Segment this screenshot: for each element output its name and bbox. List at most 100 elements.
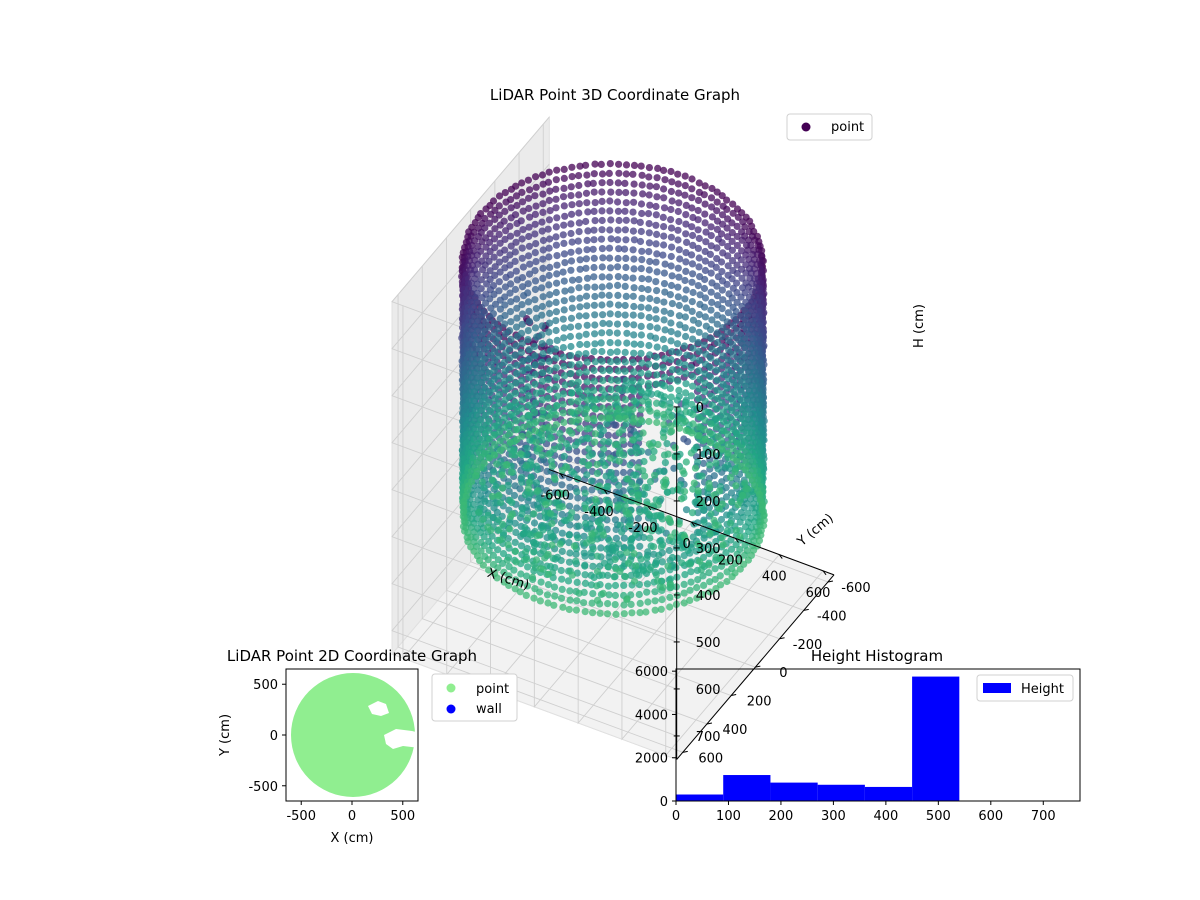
scatter3d-point: [568, 201, 576, 209]
scatter3d-point: [738, 415, 747, 423]
scatter3d-point: [485, 546, 493, 555]
scatter3d-point: [673, 340, 682, 348]
scatter3d-point: [629, 405, 637, 413]
scatter3d-point: [539, 246, 547, 254]
scatter3d-point: [629, 377, 637, 385]
scatter3d-point: [637, 340, 645, 348]
scatter3d-point: [699, 572, 707, 580]
scatter3d-point: [481, 224, 489, 232]
scatter3d-point: [565, 531, 573, 539]
scatter3d-point: [668, 553, 677, 562]
scatter3d-point: [629, 386, 637, 394]
scatter3d-point: [525, 478, 533, 487]
scatter3d-point: [681, 571, 689, 579]
scatter3d-point: [614, 207, 623, 215]
scatter3d-axes: -600-400-2000200400600-600-400-200020040…: [540, 401, 870, 766]
scatter3d-point: [538, 415, 546, 423]
scatter3d-point: [568, 304, 576, 312]
scatter3d-point: [613, 348, 621, 356]
scatter3d-point: [531, 324, 540, 332]
scatter3d-point: [531, 342, 539, 351]
scatter3d-point: [624, 475, 632, 483]
scatter3d-point: [558, 585, 566, 594]
scatter3d-point: [645, 440, 654, 448]
scatter3d-point: [494, 556, 502, 564]
scatter3d-point: [706, 588, 714, 596]
scatter3d-point: [614, 503, 622, 511]
scatter3d-point: [636, 609, 644, 617]
scatter3d-point: [490, 431, 498, 439]
scatter3d-point: [687, 392, 696, 400]
scatter3d-point: [729, 284, 737, 292]
scatter3d-point: [553, 392, 562, 400]
scatter3d-point: [621, 396, 630, 404]
scatter3d-xtick-mark: [822, 570, 827, 576]
scatter3d-point: [723, 328, 732, 336]
scatter3d-point: [598, 386, 606, 394]
scatter3d-point: [714, 235, 723, 243]
scatter3d-point: [496, 536, 504, 544]
scatter3d-point: [713, 347, 722, 356]
scatter3d-point: [491, 499, 500, 507]
scatter3d-point: [575, 350, 583, 358]
scatter3d-point: [525, 355, 533, 363]
scatter3d-point: [594, 596, 602, 604]
scatter3d-point: [621, 301, 629, 310]
scatter3d-point: [590, 386, 598, 395]
scatter3d-point: [598, 283, 606, 291]
scatter3d-point: [658, 558, 666, 566]
scatter3d-point: [733, 373, 742, 381]
scatter3d-point: [489, 197, 498, 205]
scatter3d-point: [621, 245, 629, 253]
scatter3d-point: [661, 288, 669, 296]
scatter3d-point: [495, 324, 503, 332]
scatter3d-point: [629, 208, 637, 216]
scatter3d-point: [604, 571, 612, 580]
scatter3d-point: [567, 361, 575, 369]
scatter3d-point: [477, 285, 485, 293]
scatter3d-point: [567, 342, 575, 351]
scatter3d-point: [627, 571, 635, 580]
scatter3d-point: [587, 477, 596, 485]
scatter3d-point: [660, 298, 668, 306]
scatter3d-point: [621, 273, 630, 282]
scatter3d-point: [599, 367, 607, 375]
scatter3d-point: [620, 581, 628, 590]
scatter3d-point: [701, 294, 710, 302]
scatter3d-point: [539, 255, 547, 263]
scatter3d-point: [490, 366, 498, 374]
scatter3d-point: [675, 359, 683, 367]
scatter3d-point: [613, 395, 621, 403]
scatter3d-point: [490, 468, 498, 476]
scatter3d-point: [668, 348, 676, 356]
scatter3d-point: [613, 357, 622, 365]
scatter3d-point: [615, 245, 623, 253]
scatter3d-point: [527, 531, 535, 539]
scatter3d-point: [499, 520, 507, 529]
scatter3d-point: [652, 202, 660, 211]
scatter2d-chart: LiDAR Point 2D Coordinate Graph -500 0 500…: [218, 647, 518, 846]
scatter3d-point: [517, 542, 526, 550]
scatter3d-point: [491, 271, 499, 279]
scatter3d-point: [559, 315, 567, 323]
scatter3d-point: [531, 427, 539, 435]
scatter3d-point: [600, 445, 608, 453]
scatter3d-point: [645, 164, 654, 172]
scatter3d-point: [575, 388, 584, 396]
scatter3d-point: [475, 508, 483, 516]
scatter3d-point: [544, 178, 553, 186]
scatter3d-point: [688, 298, 696, 306]
scatter3d-point: [544, 394, 552, 402]
scatter3d-point: [507, 410, 515, 419]
scatter3d-point: [614, 254, 622, 263]
scatter3d-ytick-label: -600: [841, 581, 871, 596]
scatter3d-point: [658, 596, 666, 604]
scatter3d-point: [613, 320, 622, 328]
scatter3d-point: [481, 214, 489, 223]
scatter3d-point: [572, 513, 581, 521]
scatter3d-ytick-label: 400: [723, 723, 748, 738]
scatter3d-point: [540, 541, 549, 549]
scatter3d-point: [552, 411, 560, 419]
scatter3d-point: [481, 441, 490, 449]
scatter3d-point: [742, 392, 751, 400]
